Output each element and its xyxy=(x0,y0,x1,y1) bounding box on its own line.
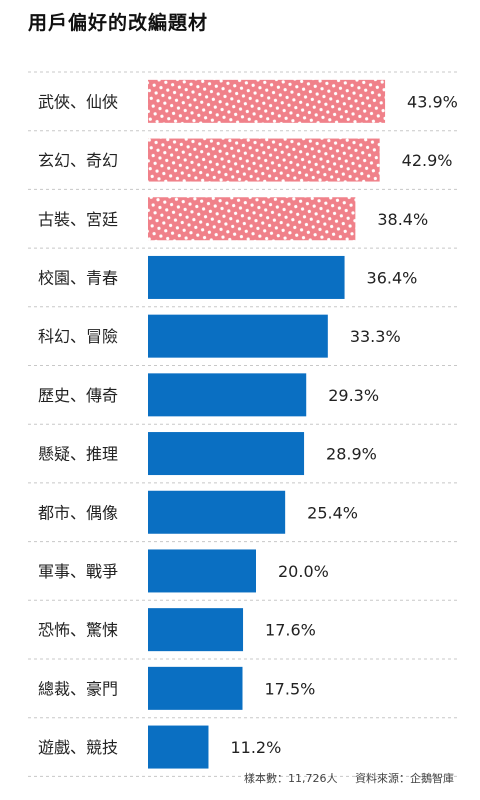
bar-highlighted xyxy=(148,197,356,241)
category-label: 古裝、宮廷 xyxy=(38,210,118,229)
category-label: 歷史、傳奇 xyxy=(38,386,118,405)
category-label: 校園、青春 xyxy=(38,268,118,287)
category-label: 遊戲、競技 xyxy=(38,738,118,757)
bar xyxy=(148,608,244,652)
category-label: 科幻、冒險 xyxy=(38,327,118,346)
value-label: 20.0% xyxy=(278,562,329,581)
value-label: 28.9% xyxy=(326,445,377,464)
value-label: 25.4% xyxy=(307,503,358,522)
bar-highlighted xyxy=(148,138,380,182)
bar xyxy=(148,255,345,299)
bar xyxy=(148,373,307,417)
bar xyxy=(148,725,209,769)
category-label: 玄幻、奇幻 xyxy=(38,151,118,170)
value-label: 42.9% xyxy=(402,151,453,170)
chart-title: 用戶偏好的改編題材 xyxy=(28,12,209,34)
chart-footer: 樣本數：11,726人 資料來源：企鵝智庫 xyxy=(230,770,454,786)
source-note: 資料來源：企鵝智庫 xyxy=(355,772,454,785)
bar xyxy=(148,314,328,358)
category-label: 都市、偶像 xyxy=(38,503,118,522)
bar xyxy=(148,432,305,476)
value-label: 11.2% xyxy=(230,738,281,757)
value-label: 17.6% xyxy=(265,621,316,640)
bar-highlighted xyxy=(148,79,386,123)
value-label: 36.4% xyxy=(367,268,418,287)
value-label: 17.5% xyxy=(265,679,316,698)
category-label: 恐怖、驚悚 xyxy=(38,621,118,640)
value-label: 33.3% xyxy=(350,327,401,346)
value-label: 43.9% xyxy=(407,92,458,111)
category-label: 軍事、戰爭 xyxy=(38,562,118,581)
category-label: 總裁、豪門 xyxy=(38,679,118,698)
category-label: 武俠、仙俠 xyxy=(38,92,118,111)
value-label: 38.4% xyxy=(377,210,428,229)
bar xyxy=(148,666,243,710)
sample-size-note: 樣本數：11,726人 xyxy=(244,772,338,785)
bar xyxy=(148,490,286,534)
category-label: 懸疑、推理 xyxy=(38,445,118,464)
value-label: 29.3% xyxy=(328,386,379,405)
bar xyxy=(148,549,256,593)
